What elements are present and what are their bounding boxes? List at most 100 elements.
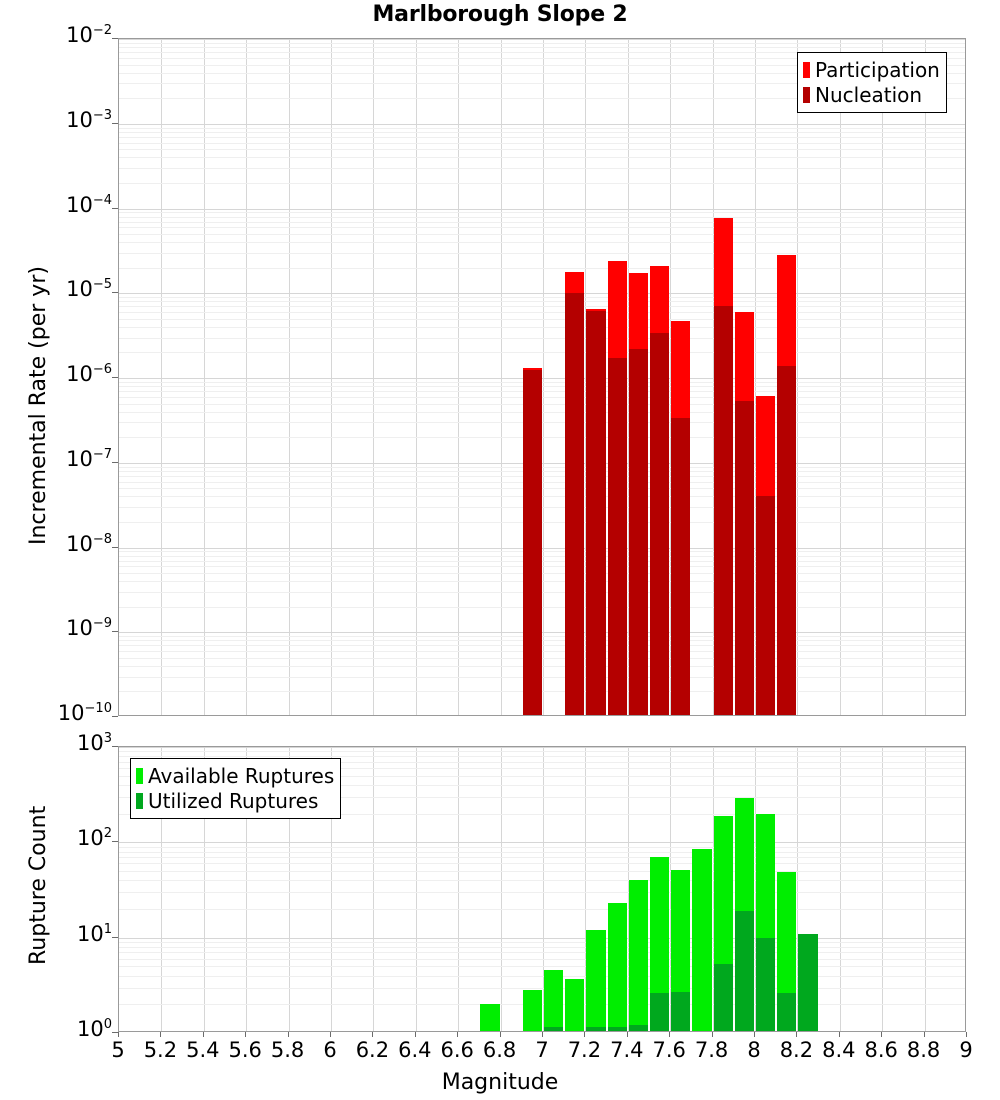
gridline-minor <box>119 382 965 383</box>
x-tick-mark <box>796 1032 797 1037</box>
x-tick-mark <box>966 1032 967 1037</box>
gridline-minor <box>119 482 965 483</box>
x-tick-mark <box>118 1032 119 1037</box>
bar-rupture-count-available-ruptures-7.55 <box>650 857 670 1031</box>
gridline-minor <box>119 947 965 948</box>
top-legend-swatch-icon-0 <box>803 61 810 78</box>
bar-rupture-count-available-ruptures-6.95 <box>522 990 542 1031</box>
bar-rupture-count-available-ruptures-7.35 <box>607 903 627 1031</box>
gridline-minor <box>119 183 965 184</box>
gridline-minor <box>119 566 965 567</box>
top-y-tick--4: 10−4 <box>66 192 112 217</box>
vertical-gridline <box>797 747 798 1031</box>
x-tick-mark <box>754 1032 755 1037</box>
bar-rupture-count-available-ruptures-7.65 <box>671 870 691 1031</box>
vertical-gridline <box>882 39 883 715</box>
rupture-count-legend: Available Ruptures Utilized Ruptures <box>130 758 342 819</box>
bottom-legend-item-1[interactable]: Utilized Ruptures <box>136 788 334 813</box>
vertical-gridline <box>246 747 247 1031</box>
bar-incremental-rate-nucleation-6.95 <box>522 369 542 715</box>
y-tick-mark <box>112 123 118 124</box>
gridline-minor <box>119 522 965 523</box>
x-tick-8.8: 8.8 <box>906 1038 941 1062</box>
y-tick-mark <box>112 1032 118 1033</box>
bar-rupture-count-utilized-ruptures-7.85 <box>713 963 733 1031</box>
vertical-gridline <box>416 39 417 715</box>
bar-rupture-count-available-ruptures-7.25 <box>586 930 606 1031</box>
vertical-gridline <box>585 39 586 715</box>
x-tick-mark <box>881 1032 882 1037</box>
gridline-minor <box>119 422 965 423</box>
top-y-tick--6: 10−6 <box>66 362 112 386</box>
bar-rupture-count-utilized-ruptures-7.65 <box>671 991 691 1031</box>
bar-incremental-rate-nucleation-7.45 <box>628 348 648 715</box>
x-tick-6.4: 6.4 <box>398 1038 432 1062</box>
vertical-gridline <box>585 747 586 1031</box>
gridline-major <box>119 39 965 40</box>
gridline-minor <box>119 47 965 48</box>
gridline-minor <box>119 301 965 302</box>
vertical-gridline <box>161 39 162 715</box>
gridline-minor <box>119 785 965 786</box>
top-legend-item-0[interactable]: Participation <box>803 57 940 82</box>
vertical-gridline <box>925 747 926 1031</box>
bar-rupture-count-utilized-ruptures-7.35 <box>607 1027 627 1031</box>
x-tick-mark <box>627 1032 628 1037</box>
vertical-gridline <box>373 39 374 715</box>
gridline-minor <box>119 212 965 213</box>
y-tick-mark <box>112 547 118 548</box>
gridline-minor <box>119 467 965 468</box>
gridline-minor <box>119 756 965 757</box>
gridline-minor <box>119 43 965 44</box>
gridline-minor <box>119 476 965 477</box>
gridline-minor <box>119 640 965 641</box>
vertical-gridline <box>204 747 205 1031</box>
gridline-minor <box>119 471 965 472</box>
gridline-minor <box>119 814 965 815</box>
top-legend-label-0: Participation <box>815 57 940 82</box>
rupture-count-plot <box>118 746 966 1032</box>
top-y-tick--5: 10−5 <box>66 277 112 302</box>
gridline-minor <box>119 227 965 228</box>
gridline-minor <box>119 847 965 848</box>
x-tick-mark <box>415 1032 416 1037</box>
vertical-gridline <box>670 747 671 1031</box>
gridline-minor <box>119 561 965 562</box>
gridline-minor <box>119 386 965 387</box>
gridline-minor <box>119 852 965 853</box>
gridline-minor <box>119 797 965 798</box>
y-tick-mark <box>112 377 118 378</box>
top-legend-item-1[interactable]: Nucleation <box>803 82 940 107</box>
bottom-legend-item-0[interactable]: Available Ruptures <box>136 763 334 788</box>
gridline-minor <box>119 52 965 53</box>
gridline-minor <box>119 132 965 133</box>
vertical-gridline <box>882 747 883 1031</box>
gridline-minor <box>119 607 965 608</box>
gridline-minor <box>119 880 965 881</box>
gridline-minor <box>119 952 965 953</box>
vertical-gridline <box>416 747 417 1031</box>
x-tick-mark <box>924 1032 925 1037</box>
x-tick-5: 5 <box>111 1038 125 1062</box>
x-tick-mark <box>372 1032 373 1037</box>
bar-rupture-count-available-ruptures-6.75 <box>480 1004 500 1031</box>
vertical-gridline <box>713 39 714 715</box>
bottom-legend-swatch-icon-1 <box>136 792 143 809</box>
y-tick-mark <box>112 716 118 717</box>
gridline-minor <box>119 556 965 557</box>
gridline-minor <box>119 404 965 405</box>
vertical-gridline <box>161 747 162 1031</box>
vertical-gridline <box>628 39 629 715</box>
gridline-minor <box>119 312 965 313</box>
gridline-major <box>119 938 965 939</box>
x-tick-7.6: 7.6 <box>652 1038 686 1062</box>
bar-rupture-count-available-ruptures-7.45 <box>628 880 648 1031</box>
bar-incremental-rate-nucleation-7.35 <box>607 358 627 715</box>
gridline-minor <box>119 437 965 438</box>
gridline-minor <box>119 691 965 692</box>
x-tick-mark <box>500 1032 501 1037</box>
top-y-tick--8: 10−8 <box>66 531 112 556</box>
y-tick-mark <box>112 292 118 293</box>
gridline-minor <box>119 143 965 144</box>
